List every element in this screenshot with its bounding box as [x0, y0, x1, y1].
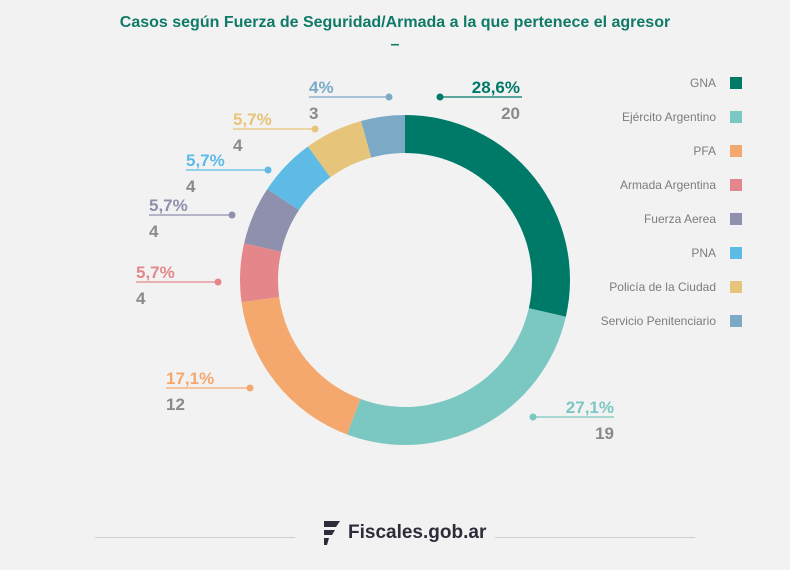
value-label: 19 [595, 424, 614, 443]
legend-label: Fuerza Aerea [643, 212, 716, 226]
leader-dot [436, 93, 444, 101]
leader-dot [214, 278, 222, 286]
data-label-4: 5,7% 4 [149, 196, 236, 241]
slice-fuerza-aerea [244, 189, 300, 252]
data-label-6: 5,7% 4 [233, 110, 319, 155]
legend-item: PNA [601, 236, 742, 270]
footer-divider-right [495, 537, 695, 538]
percent-label: 27,1% [566, 398, 614, 417]
legend-item: PFA [601, 134, 742, 168]
brand-text: Fiscales.gob.ar [348, 522, 487, 543]
legend-item: Servicio Penitenciario [601, 304, 742, 338]
slice-servicio-penitenciario [361, 115, 405, 158]
leader-dot [385, 93, 393, 101]
leader-dot [529, 413, 537, 421]
percent-label: 5,7% [186, 151, 225, 170]
data-label-3: 5,7% 4 [136, 263, 222, 308]
leader-dot [264, 166, 272, 174]
legend-item: Fuerza Aerea [601, 202, 742, 236]
slice-polic-a-de-la-ciudad [308, 120, 372, 178]
chart-legend: GNA Ejército Argentino PFA Armada Argentina… [601, 66, 742, 338]
slice-pna [267, 146, 331, 211]
value-label: 20 [501, 104, 520, 123]
leader-dot [311, 125, 319, 133]
percent-label: 5,7% [149, 196, 188, 215]
legend-label: Policía de la Ciudad [609, 280, 716, 294]
legend-label: PFA [693, 144, 716, 158]
percent-label: 28,6% [472, 78, 520, 97]
data-label-5: 5,7% 4 [186, 151, 272, 196]
legend-item: Ejército Argentino [601, 100, 742, 134]
legend-swatch [730, 77, 742, 89]
value-label: 4 [136, 289, 146, 308]
data-label-1: 27,1% 19 [529, 398, 614, 443]
slice-armada-argentina [239, 243, 282, 303]
fiscales-logo: Fiscales.gob.ar [322, 521, 486, 545]
slice-pfa [241, 297, 361, 435]
legend-label: PNA [691, 246, 716, 260]
chart-title: Casos según Fuerza de Seguridad/Armada a… [0, 12, 790, 56]
legend-label: Armada Argentina [619, 178, 716, 192]
legend-label: Ejército Argentino [621, 110, 716, 124]
legend-swatch [730, 315, 742, 327]
legend-item: GNA [601, 66, 742, 100]
legend-swatch [730, 145, 742, 157]
title-dash: – [390, 36, 400, 53]
value-label: 3 [309, 104, 318, 123]
legend-swatch [730, 247, 742, 259]
legend-item: Armada Argentina [601, 168, 742, 202]
slice-gna [405, 115, 570, 317]
value-label: 4 [186, 177, 196, 196]
legend-swatch [730, 213, 742, 225]
percent-label: 5,7% [233, 110, 272, 129]
percent-label: 17,1% [166, 369, 214, 388]
leader-dot [246, 384, 254, 392]
legend-item: Policía de la Ciudad [601, 270, 742, 304]
footer-divider-left [95, 537, 295, 538]
legend-swatch [730, 179, 742, 191]
legend-swatch [730, 281, 742, 293]
value-label: 4 [233, 136, 243, 155]
percent-label: 5,7% [136, 263, 175, 282]
leader-dot [228, 211, 236, 219]
data-label-7: 4%3 [309, 78, 393, 123]
fiscales-logo-icon [324, 521, 340, 545]
data-label-0: 28,6% 20 [436, 78, 522, 123]
value-label: 4 [149, 222, 159, 241]
value-label: 12 [166, 395, 185, 414]
chart-title-text: Casos según Fuerza de Seguridad/Armada a… [119, 14, 671, 31]
slice-ej-rcito-argentino [347, 308, 566, 445]
legend-label: GNA [689, 76, 716, 90]
legend-label: Servicio Penitenciario [600, 314, 716, 328]
percent-label: 4% [309, 78, 334, 97]
data-label-2: 17,1% 12 [166, 369, 254, 414]
donut-chart: 28,6%2027,1%1917,1%125,7%45,7%45,7%45,7%… [136, 78, 614, 445]
legend-swatch [730, 111, 742, 123]
